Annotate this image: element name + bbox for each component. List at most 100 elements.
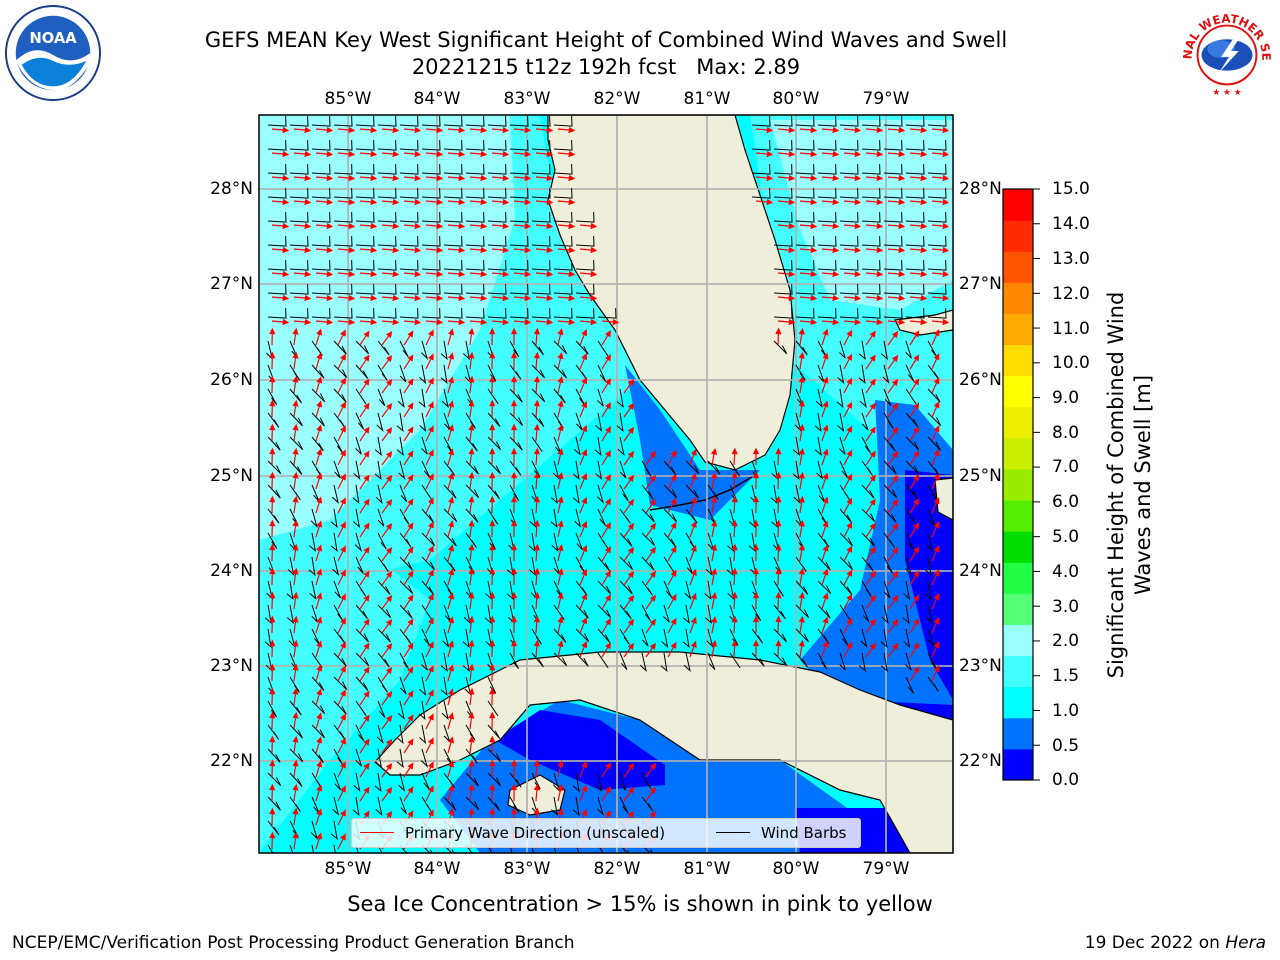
wind-barb — [861, 164, 881, 175]
lat-tick-label: 24°N — [959, 561, 1002, 581]
wave-arrow — [381, 270, 400, 278]
wave-arrow — [775, 591, 782, 610]
wave-field-1.5-2.0m — [259, 560, 430, 853]
wave-arrow — [269, 687, 276, 706]
wind-barb — [311, 260, 331, 271]
wind-barb — [553, 140, 573, 151]
wind-barb — [310, 820, 319, 840]
wave-arrow — [381, 522, 393, 538]
wave-arrow — [799, 318, 818, 326]
wind-barb — [817, 308, 837, 319]
wave-arrow — [425, 665, 434, 682]
wave-arrow — [359, 330, 370, 346]
wave-arrow — [821, 592, 829, 610]
wind-barb — [267, 724, 280, 740]
wind-barb — [289, 412, 303, 427]
wave-arrow — [689, 616, 697, 634]
wave-arrow — [403, 714, 414, 730]
wind-barb — [421, 652, 428, 671]
wind-barb — [905, 556, 912, 575]
wind-barb — [267, 844, 274, 853]
colorbar-tick-label: 1.5 — [1052, 666, 1080, 686]
lon-tick-label: 84°W — [413, 859, 461, 879]
colorbar-swatch — [1003, 189, 1033, 221]
wind-barb — [289, 116, 309, 127]
wave-arrow — [623, 594, 635, 610]
wave-arrow — [381, 786, 393, 802]
wave-arrow — [667, 545, 677, 562]
wave-arrow — [645, 618, 656, 634]
wind-barb — [509, 364, 522, 380]
wave-arrow — [403, 150, 422, 158]
wind-barb — [553, 284, 573, 295]
wave-arrow — [843, 246, 862, 254]
wind-barb — [267, 460, 282, 475]
wind-barb — [751, 188, 771, 199]
wind-barb — [441, 388, 449, 408]
wave-arrow — [403, 354, 414, 370]
wind-barb — [333, 260, 353, 271]
wind-barb — [355, 604, 368, 620]
wind-barb — [289, 700, 302, 716]
wave-arrow — [292, 543, 299, 562]
wind-barb — [440, 652, 448, 672]
wind-barb — [817, 604, 831, 619]
wind-barb — [883, 388, 892, 406]
wind-barb — [376, 412, 384, 432]
wave-arrow — [843, 569, 853, 586]
wind-barb — [927, 164, 947, 175]
wind-barb — [619, 796, 629, 814]
wave-arrow — [601, 762, 612, 778]
wind-barb — [465, 236, 485, 247]
wind-barb — [685, 508, 698, 524]
lat-tick-label: 27°N — [210, 274, 253, 294]
wave-arrow — [491, 270, 510, 278]
wave-arrow — [447, 520, 455, 538]
wind-barb — [751, 628, 764, 644]
wave-arrow — [909, 474, 920, 490]
wind-barb — [575, 236, 595, 247]
wave-arrow — [777, 318, 796, 326]
wave-arrow — [513, 294, 532, 302]
wave-arrow — [601, 354, 612, 370]
wind-barb — [355, 308, 375, 319]
lat-tick-label: 22°N — [959, 751, 1002, 771]
wave-arrow — [865, 402, 876, 418]
wind-barb — [509, 340, 520, 358]
wind-barb — [421, 164, 441, 175]
wind-barb — [793, 484, 801, 505]
wave-arrow — [821, 222, 840, 230]
wave-arrow — [381, 594, 393, 610]
wind-barb — [905, 508, 917, 525]
wind-barb — [815, 388, 823, 408]
wind-barb — [421, 212, 441, 223]
wind-barb — [355, 724, 365, 742]
wave-arrow — [359, 738, 370, 754]
wave-arrow — [931, 425, 940, 442]
wave-arrow — [557, 496, 564, 514]
wind-barb — [288, 628, 296, 649]
wave-arrow — [510, 783, 518, 802]
wave-arrow — [315, 376, 323, 394]
wave-arrow — [337, 497, 346, 514]
wind-barb — [399, 308, 419, 319]
wave-arrow — [887, 522, 899, 538]
wind-barb — [905, 676, 915, 694]
wave-arrow — [292, 495, 299, 514]
wave-arrow — [865, 594, 876, 610]
wave-arrow — [557, 592, 564, 610]
wind-barb — [575, 284, 595, 295]
wind-barb — [289, 388, 302, 404]
wave-arrow — [775, 519, 782, 538]
wave-arrow — [533, 495, 541, 514]
wind-barb — [795, 188, 815, 199]
wave-arrow — [337, 641, 346, 658]
wave-arrow — [557, 784, 564, 802]
wave-arrow — [601, 618, 612, 634]
colorbar-swatch — [1003, 406, 1033, 439]
wave-arrow — [489, 783, 496, 802]
wind-barb — [553, 388, 566, 404]
wind-barb — [861, 188, 881, 199]
wave-arrow — [337, 150, 356, 158]
